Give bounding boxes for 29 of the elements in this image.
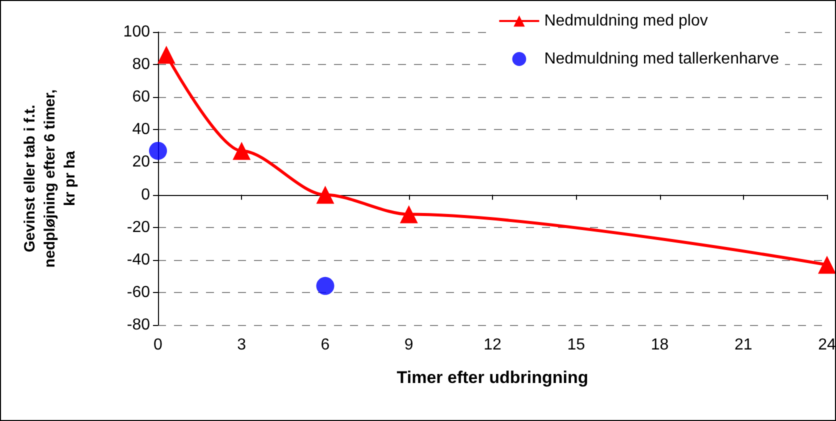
point — [149, 142, 167, 160]
y-tick-label: 80 — [132, 56, 150, 74]
y-tick-label: -80 — [126, 316, 150, 334]
x-tick-label: 21 — [734, 336, 752, 354]
x-tick-label: 15 — [567, 336, 586, 354]
legend-label: Nedmuldning med tallerkenharve — [544, 50, 780, 68]
y-tick-label: 20 — [132, 154, 150, 171]
y-tick-label: 40 — [132, 121, 150, 138]
y-axis-title: Gevinst eller tab i f.t. nedpløjning efter 6 timer, kr pr ha — [22, 89, 78, 268]
x-tick-label: 6 — [320, 336, 330, 354]
point — [232, 142, 251, 160]
legend-label: Nedmuldning med plov — [544, 12, 708, 30]
point — [818, 256, 835, 274]
y-tick-label: 100 — [123, 24, 150, 40]
x-axis-title: Timer efter udbringning — [396, 368, 588, 387]
x-tick-label: 9 — [404, 336, 414, 354]
point — [316, 276, 334, 295]
point — [400, 205, 418, 224]
point — [157, 46, 176, 64]
x-tick-label: 0 — [154, 336, 163, 354]
point — [316, 186, 334, 204]
x-tick-label: 3 — [237, 336, 246, 354]
x-tick-label: 18 — [650, 336, 669, 354]
y-tick-label: -20 — [126, 218, 150, 236]
y-tick-label: -40 — [126, 251, 150, 268]
y-tick-label: 60 — [132, 88, 150, 106]
y-tick-label: 0 — [141, 186, 150, 204]
x-tick-label: 12 — [484, 336, 502, 354]
y-tick-label: -60 — [126, 284, 150, 301]
